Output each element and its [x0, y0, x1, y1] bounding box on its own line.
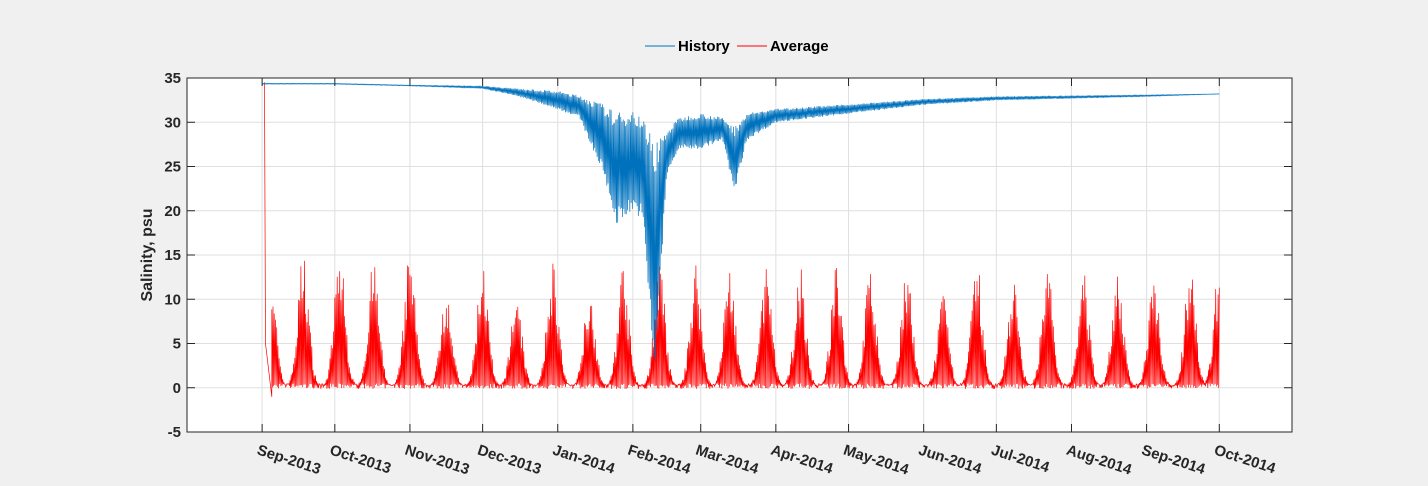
y-tick-label: 10	[164, 291, 181, 308]
y-tick-label: 30	[164, 114, 181, 131]
y-tick-label: -5	[168, 424, 181, 441]
legend-history-label: History	[678, 38, 730, 55]
series-history-line	[261, 82, 1220, 361]
y-tick-label: 15	[164, 247, 181, 264]
series-average-line	[264, 82, 1220, 397]
legend-average-label: Average	[770, 38, 829, 55]
y-tick-label: 5	[173, 336, 181, 353]
y-axis-ticks: -5 0 5 10 15 20 25 30 35	[164, 70, 1292, 441]
y-tick-label: 20	[164, 203, 181, 220]
y-tick-label: 35	[164, 70, 181, 87]
legend: History Average	[645, 38, 829, 55]
y-axis-label: Salinity, psu	[139, 208, 156, 301]
y-tick-label: 25	[164, 159, 181, 176]
y-tick-label: 0	[173, 380, 181, 397]
series-layer	[261, 82, 1220, 397]
